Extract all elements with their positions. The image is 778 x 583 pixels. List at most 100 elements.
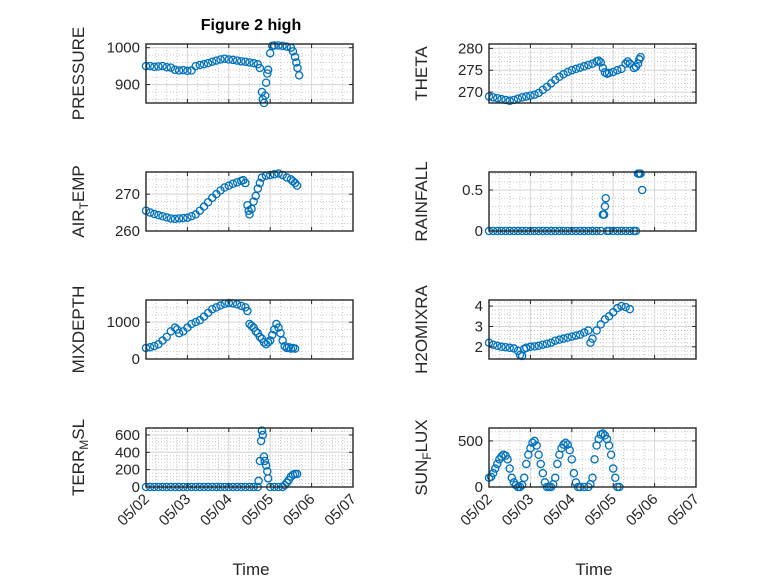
data-point (561, 438, 570, 447)
data-point (270, 169, 279, 179)
data-point (625, 304, 635, 314)
data-point (290, 178, 300, 188)
data-point (588, 334, 597, 343)
data-point (290, 344, 300, 353)
data-point (232, 56, 242, 65)
y-tick-label: 1000 (107, 40, 140, 57)
subplot-6: 2 3 4 H2OMIXRA (412, 284, 697, 374)
data-point (254, 476, 263, 486)
y-tick-label: 0 (132, 351, 140, 368)
data-point (261, 461, 271, 470)
data-point (245, 58, 254, 67)
y-tick-label: 500 (458, 433, 483, 450)
data-point (598, 63, 608, 73)
data-point (245, 210, 254, 219)
data-point (517, 480, 527, 490)
data-point (207, 304, 217, 314)
data-point (563, 440, 572, 449)
data-point (265, 336, 275, 345)
subplot-grid: 900 1000 PRESSURE 270 275 280 THETA 260 270 AIRTE… (69, 27, 703, 530)
data-point (236, 301, 246, 311)
data-point (517, 93, 527, 102)
data-point (292, 181, 302, 190)
data-point (575, 63, 585, 72)
data-point (187, 211, 196, 221)
data-point (571, 64, 581, 74)
data-point (241, 57, 250, 66)
data-point (187, 319, 196, 329)
data-point (505, 464, 514, 473)
data-point (538, 340, 548, 350)
x-tick-label: 05/05 (581, 491, 620, 530)
data-point (162, 213, 171, 222)
data-point (594, 434, 603, 444)
subplot-2: 270 275 280 THETA (412, 40, 697, 106)
data-point (522, 343, 531, 353)
data-point (150, 62, 159, 72)
x-tick-label: 05/06 (280, 491, 319, 530)
data-point (584, 326, 593, 335)
data-point (255, 178, 265, 188)
data-point (256, 436, 266, 446)
data-point (259, 452, 269, 461)
data-point (617, 301, 626, 311)
data-point (505, 343, 514, 353)
data-point (538, 468, 548, 478)
data-point (274, 169, 283, 178)
data-point (594, 56, 603, 65)
data-point (623, 57, 632, 66)
data-point (179, 213, 188, 223)
axes-frame (145, 299, 354, 360)
data-point (575, 330, 585, 339)
y-tick-label: 275 (458, 62, 483, 79)
data-point (288, 47, 298, 56)
subplot-3: 260 270 AIRTEMP (69, 165, 354, 240)
data-point (270, 41, 279, 50)
y-tick-label: 400 (115, 444, 140, 461)
y-tick-label: 280 (458, 40, 483, 57)
data-point (501, 342, 510, 352)
axes-frame (145, 427, 354, 488)
data-point (637, 185, 647, 195)
data-point (530, 436, 539, 446)
data-point (199, 60, 209, 69)
y-tick-label: 260 (115, 223, 140, 240)
data-point (604, 68, 614, 78)
x-tick-label: 05/06 (623, 491, 662, 530)
data-point (255, 332, 265, 342)
data-point (263, 69, 272, 78)
y-tick-label: 1000 (107, 314, 140, 331)
data-point (282, 478, 292, 487)
series-markers (141, 169, 302, 224)
y-tick-label: 600 (115, 427, 140, 444)
data-point (294, 71, 304, 80)
data-point (503, 455, 512, 464)
data-point (282, 173, 292, 182)
data-point (284, 342, 294, 352)
data-point (563, 333, 572, 342)
y-axis-label: H2OMIXRA (412, 284, 431, 373)
data-point (507, 473, 517, 483)
data-point (195, 60, 205, 70)
x-tick-label: 05/02 (457, 491, 496, 530)
data-point (191, 317, 200, 327)
data-point (228, 179, 238, 189)
x-tick-label: 05/03 (499, 491, 538, 530)
data-point (263, 474, 273, 483)
y-tick-label: 200 (115, 462, 140, 479)
y-tick-label: 2 (475, 339, 483, 356)
data-point (158, 211, 167, 221)
data-point (559, 334, 568, 343)
y-tick-label: 270 (458, 84, 483, 101)
data-point (546, 338, 556, 347)
data-point (606, 450, 616, 459)
y-axis-label: THETA (412, 46, 431, 101)
data-point (278, 41, 287, 51)
data-point (162, 62, 171, 72)
data-point (257, 173, 267, 182)
data-point (590, 455, 599, 464)
data-point (212, 56, 221, 65)
data-point (586, 338, 595, 347)
data-point (278, 336, 287, 345)
